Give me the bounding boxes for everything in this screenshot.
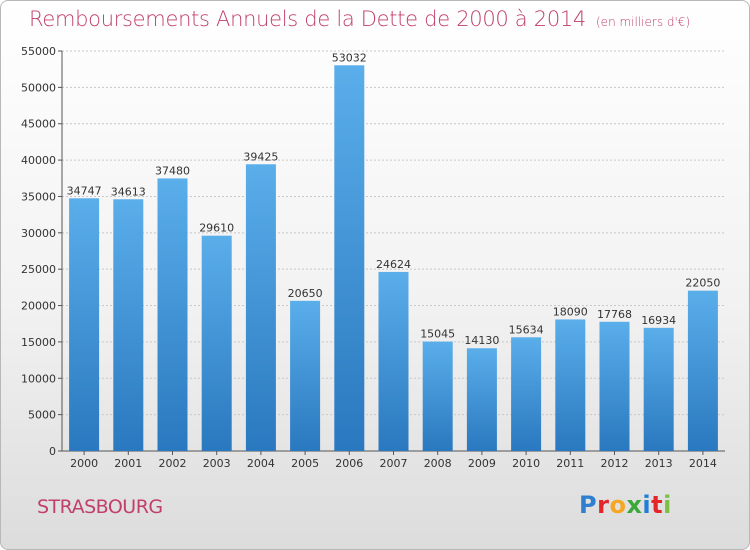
y-tick-label: 10000 [21,372,56,385]
x-tick-label: 2014 [689,457,717,470]
x-tick-label: 2002 [159,457,187,470]
x-tick-label: 2006 [335,457,363,470]
data-label: 14130 [464,334,499,347]
data-label: 37480 [155,164,190,177]
x-tick-label: 2009 [468,457,496,470]
y-tick-label: 35000 [21,190,56,203]
y-tick-label: 55000 [21,45,56,58]
bar [555,319,586,451]
data-label: 34747 [67,184,102,197]
y-tick-label: 30000 [21,227,56,240]
chart-title: Remboursements Annuels de la Dette de 20… [29,7,690,31]
data-label: 15045 [420,328,455,341]
data-label: 15634 [509,323,544,336]
bar [69,198,100,451]
logo-letter: i [663,491,672,519]
x-tick-label: 2011 [556,457,584,470]
chart-title-text: Remboursements Annuels de la Dette de 20… [29,7,586,31]
bar [422,341,453,451]
y-tick-label: 40000 [21,154,56,167]
data-label: 34613 [111,185,146,198]
unit-label: (en milliers d'€) [596,15,691,29]
data-label: 22050 [685,277,720,290]
bar [201,235,232,451]
bar [113,199,144,451]
y-tick-label: 0 [49,445,56,458]
data-label: 39425 [243,150,278,163]
y-tick-label: 45000 [21,118,56,131]
logo-letter: o [609,491,627,519]
data-label: 20650 [288,287,323,300]
bar [643,327,674,451]
bar [687,290,718,451]
y-tick-label: 50000 [21,81,56,94]
logo-letter: x [626,491,643,519]
y-tick-label: 15000 [21,336,56,349]
data-label: 17768 [597,308,632,321]
x-tick-label: 2013 [645,457,673,470]
x-tick-label: 2010 [512,457,540,470]
logo-letter: P [579,491,598,519]
x-tick-label: 2000 [70,457,98,470]
data-label: 16934 [641,314,676,327]
data-label: 29610 [199,222,234,235]
bar [334,65,365,451]
data-label: 24624 [376,258,411,271]
bar [378,271,409,451]
x-tick-label: 2005 [291,457,319,470]
logo-letter: t [651,491,664,519]
bar [290,300,321,451]
data-label: 53032 [332,51,367,64]
x-tick-label: 2007 [380,457,408,470]
bar [599,321,630,451]
x-tick-label: 2012 [601,457,629,470]
bar [466,348,497,451]
data-label: 18090 [553,305,588,318]
bar [245,164,276,452]
y-tick-label: 20000 [21,300,56,313]
x-tick-label: 2001 [114,457,142,470]
x-tick-label: 2003 [203,457,231,470]
y-tick-label: 5000 [28,409,56,422]
logo-letter: i [642,491,652,519]
proxiti-logo: Proxiti [579,491,672,519]
logo-letter: r [597,491,610,519]
city-label: STRASBOURG [37,496,163,518]
x-tick-label: 2004 [247,457,275,470]
x-tick-label: 2008 [424,457,452,470]
y-tick-label: 25000 [21,263,56,276]
bar [511,337,542,451]
bar [157,178,188,451]
